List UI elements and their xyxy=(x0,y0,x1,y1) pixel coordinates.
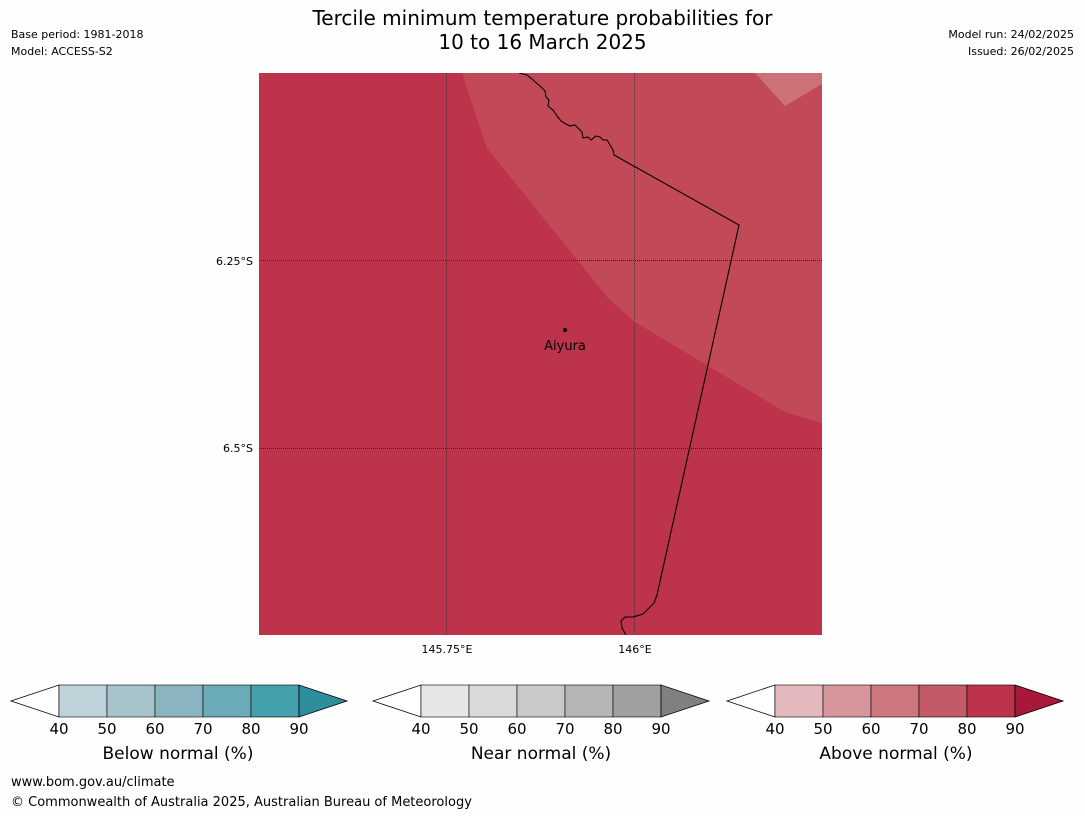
colorbar-max-arrow xyxy=(298,684,349,718)
colorbar-segment xyxy=(870,684,920,718)
colorbar-tick-label: 50 xyxy=(813,720,832,738)
colorbar-tick-label: 90 xyxy=(289,720,308,738)
lat-label-6-25: 6.25°S xyxy=(216,255,253,268)
colorbar-segment xyxy=(516,684,566,718)
colorbar-tick-label: 50 xyxy=(459,720,478,738)
model-run: Model run: 24/02/2025 xyxy=(948,28,1074,41)
colorbar-tick-label: 90 xyxy=(1005,720,1024,738)
colorbar-max-arrow xyxy=(660,684,711,718)
colorbar-tick-label: 60 xyxy=(507,720,526,738)
probability-zone-70-80 xyxy=(462,73,822,423)
colorbar-near-normal: 40 50 60 70 80 90 xyxy=(371,684,711,738)
lon-label-145-75: 145.75°E xyxy=(422,643,473,656)
colorbar-tick-label: 80 xyxy=(957,720,976,738)
colorbar-segment xyxy=(918,684,968,718)
colorbar-segment xyxy=(420,684,470,718)
colorbar-tick-label: 70 xyxy=(909,720,928,738)
colorbar-tick-label: 80 xyxy=(603,720,622,738)
colorbar-segment xyxy=(106,684,156,718)
colorbar-tick-label: 70 xyxy=(193,720,212,738)
lon-label-146: 146°E xyxy=(618,643,651,656)
lat-label-6-5: 6.5°S xyxy=(223,442,253,455)
colorbar-tick-label: 70 xyxy=(555,720,574,738)
place-label: Aiyura xyxy=(544,339,586,354)
colorbar-segment xyxy=(564,684,614,718)
base-period: Base period: 1981-2018 xyxy=(11,28,144,41)
map-panel: Aiyura 6.25°S 6.5°S 145.75°E 146°E xyxy=(216,73,822,656)
colorbar-tick-label: 40 xyxy=(765,720,784,738)
colorbar-tick-label: 60 xyxy=(861,720,880,738)
meta-left: Base period: 1981-2018 Model: ACCESS-S2 xyxy=(11,26,143,60)
meta-right: Model run: 24/02/2025 Issued: 26/02/2025 xyxy=(948,26,1074,60)
colorbar-tick-label: 80 xyxy=(241,720,260,738)
colorbar-tick-label: 60 xyxy=(145,720,164,738)
colorbar-segment xyxy=(966,684,1016,718)
title-line-1: Tercile minimum temperature probabilitie… xyxy=(312,6,773,30)
model-name: Model: ACCESS-S2 xyxy=(11,45,113,58)
colorbar-segment xyxy=(154,684,204,718)
colorbar-segment xyxy=(822,684,872,718)
colorbar-segment xyxy=(250,684,300,718)
colorbar-segment xyxy=(774,684,824,718)
footer-url: www.bom.gov.au/climate xyxy=(11,775,175,790)
colorbar-label-near: Near normal (%) xyxy=(470,744,612,764)
colorbar-segment xyxy=(202,684,252,718)
colorbar-segment xyxy=(58,684,108,718)
colorbar-min-arrow xyxy=(725,684,776,718)
province-border xyxy=(518,73,740,635)
colorbar-min-arrow xyxy=(9,684,60,718)
probability-zone-60-70 xyxy=(755,73,822,106)
colorbar-segment xyxy=(468,684,518,718)
map-title: Tercile minimum temperature probabilitie… xyxy=(0,6,1085,54)
issued-date: Issued: 26/02/2025 xyxy=(967,45,1074,58)
colorbar-label-above: Above normal (%) xyxy=(819,744,973,764)
colorbar-tick-label: 90 xyxy=(651,720,670,738)
footer-copyright: © Commonwealth of Australia 2025, Austra… xyxy=(11,795,472,810)
colorbar-tick-label: 40 xyxy=(411,720,430,738)
colorbar-tick-label: 50 xyxy=(97,720,116,738)
colorbar-tick-label: 40 xyxy=(49,720,68,738)
colorbar-min-arrow xyxy=(371,684,422,718)
colorbar-label-below: Below normal (%) xyxy=(102,744,254,764)
colorbar-below-normal: 40 50 60 70 80 90 xyxy=(9,684,349,738)
place-marker xyxy=(563,328,567,332)
colorbar-max-arrow xyxy=(1014,684,1065,718)
colorbar-segment xyxy=(612,684,662,718)
title-line-2: 10 to 16 March 2025 xyxy=(438,30,647,54)
colorbar-above-normal: 40 50 60 70 80 90 xyxy=(725,684,1065,738)
